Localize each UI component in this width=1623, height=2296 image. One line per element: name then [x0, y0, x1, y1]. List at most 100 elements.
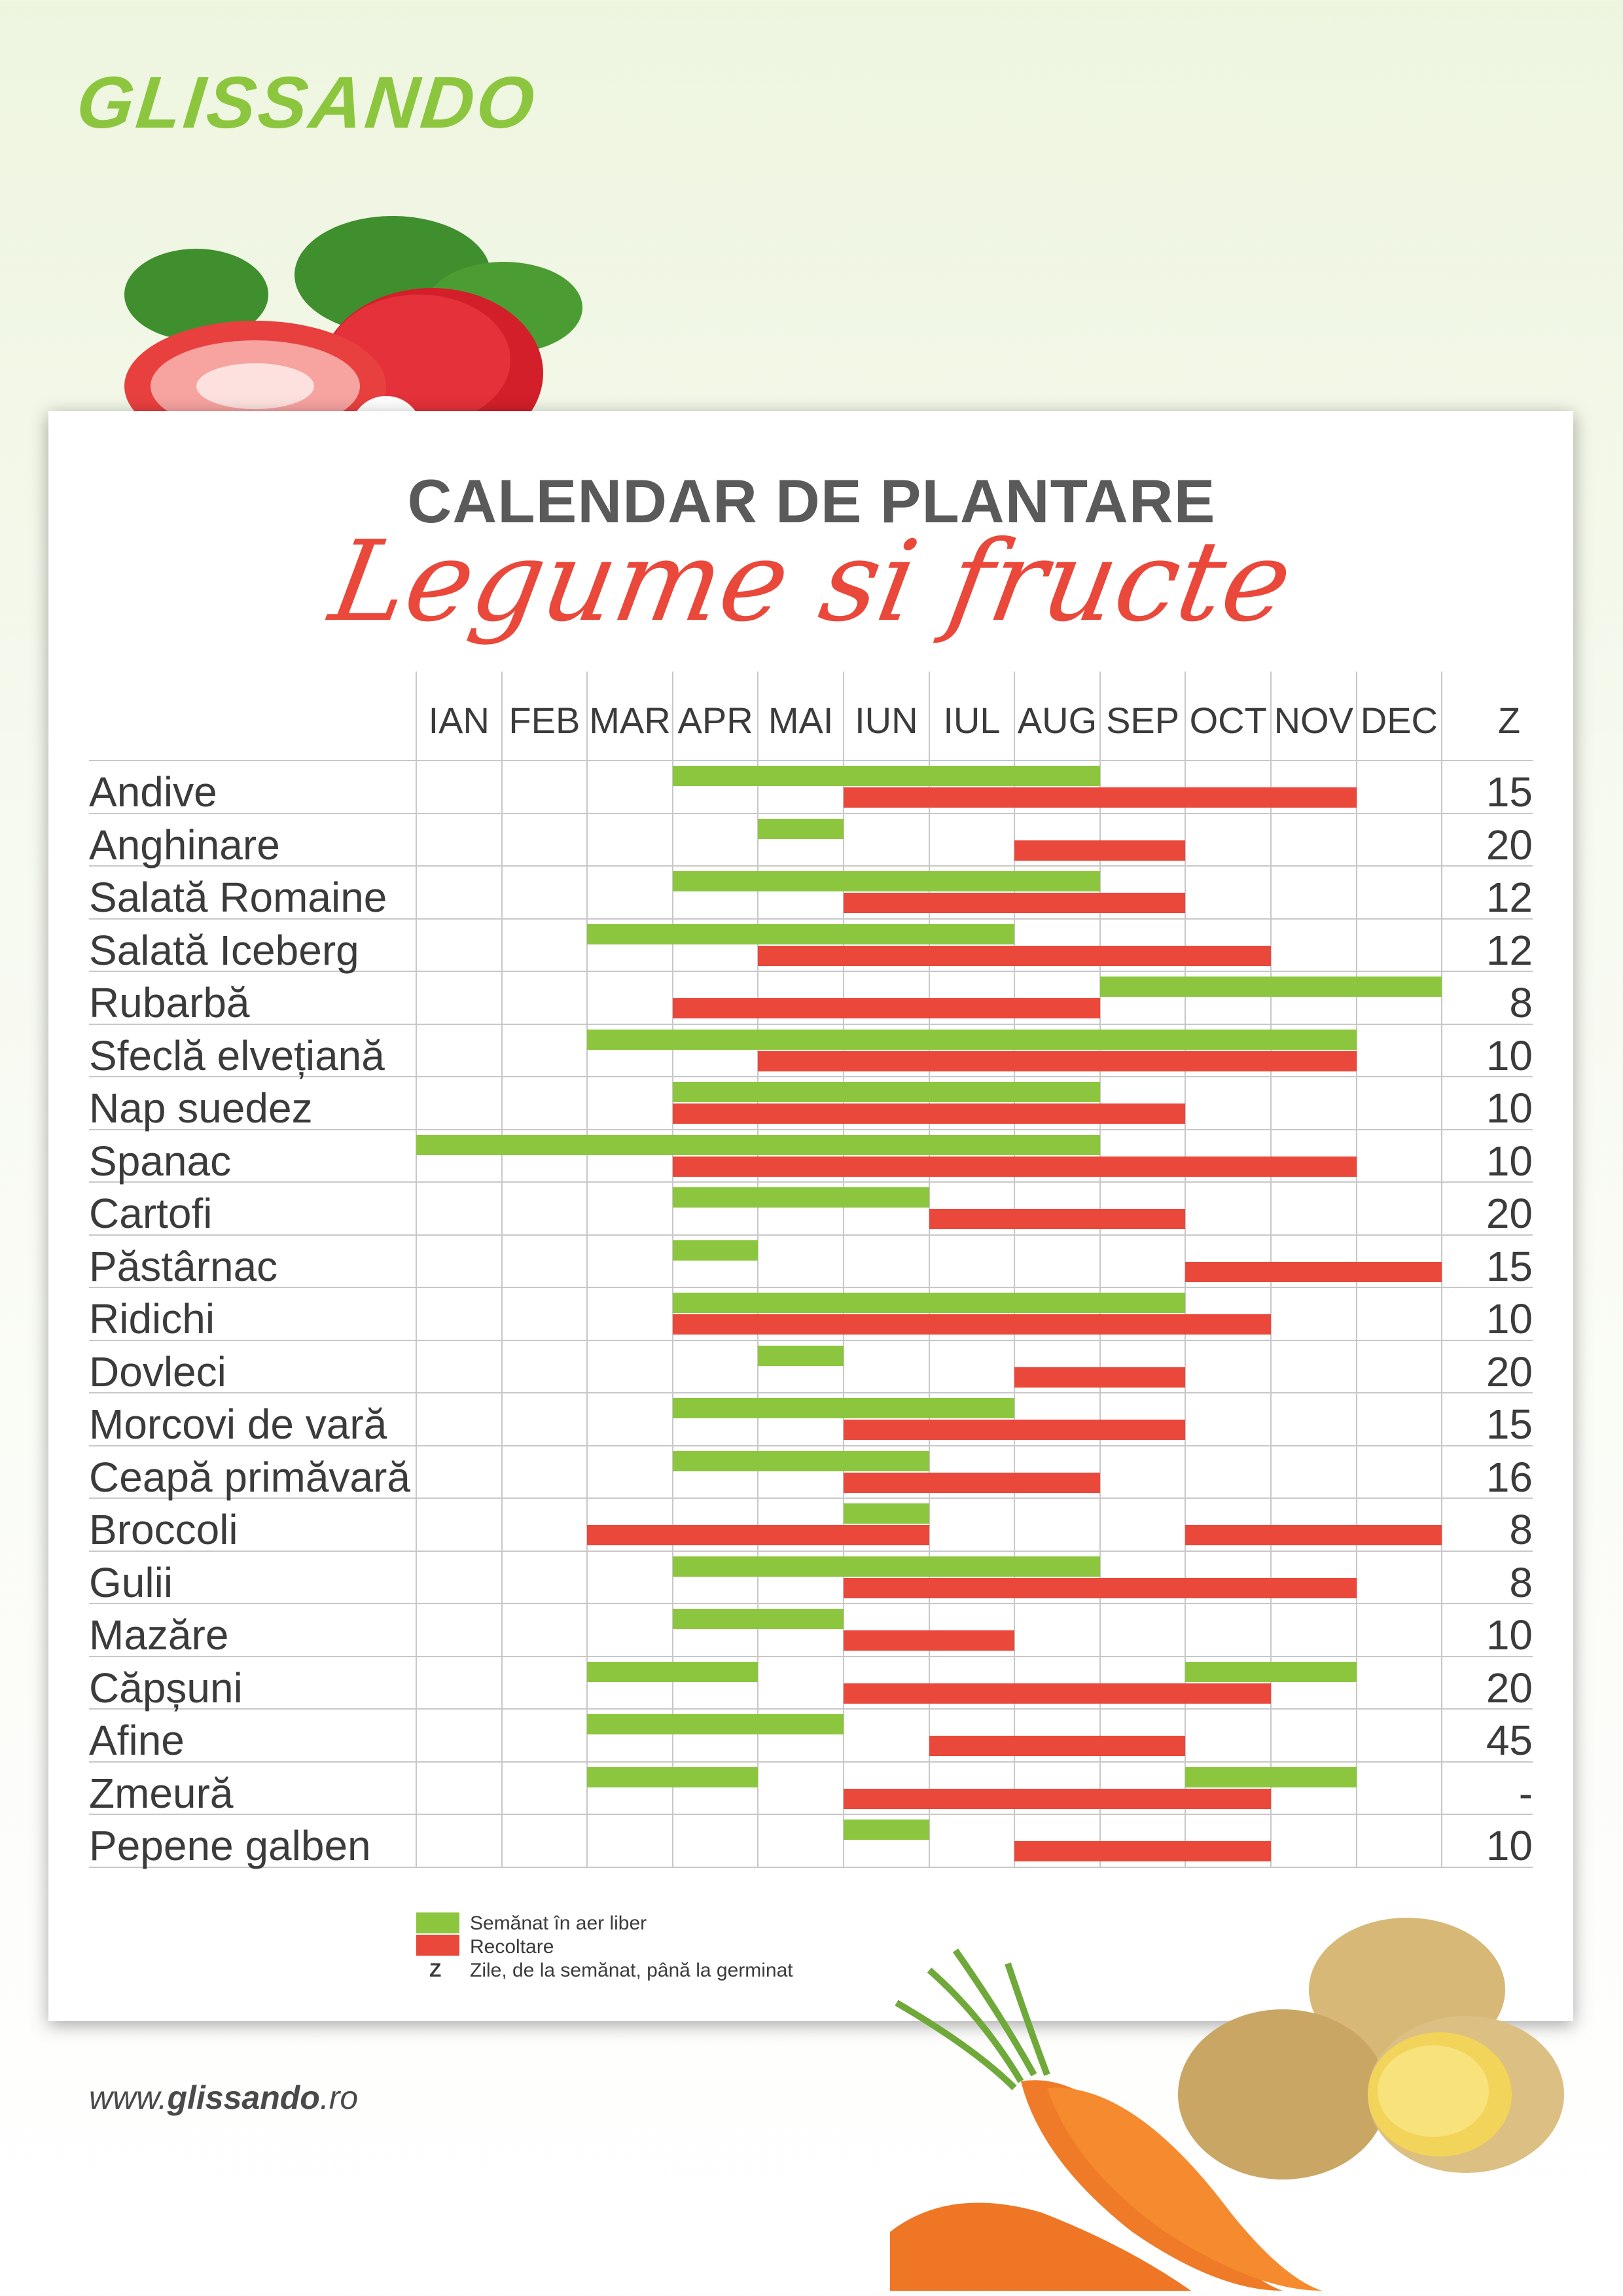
grid-column-line	[586, 672, 588, 1867]
calendar-card	[48, 411, 1573, 2021]
sow-bar	[587, 924, 1015, 944]
row-name: Dovleci	[89, 1348, 226, 1395]
row-name: Salată Iceberg	[89, 926, 359, 974]
carrot-image	[890, 1948, 1322, 2291]
row-z-value: 15	[1486, 768, 1533, 816]
page-title: CALENDAR DE PLANTARE	[407, 467, 1216, 535]
grid-column-line	[1099, 672, 1101, 1867]
sow-bar	[672, 1082, 1100, 1102]
row-name: Zmeură	[89, 1769, 234, 1817]
row-name: Rubarbă	[89, 979, 250, 1026]
z-column-header: Z	[1497, 700, 1521, 741]
harvest-bar	[672, 1314, 1271, 1335]
month-header-aug: AUG	[1017, 700, 1097, 741]
grid-row-line	[89, 760, 1533, 761]
grid-row-line	[89, 1234, 1533, 1236]
sow-bar	[672, 1187, 929, 1208]
row-z-value: 10	[1486, 1085, 1533, 1132]
row-z-value: 20	[1486, 821, 1533, 869]
harvest-bar	[844, 1472, 1100, 1493]
row-z-value: -	[1518, 1769, 1533, 1817]
grid-row-line	[89, 812, 1533, 814]
grid-column-line	[671, 672, 673, 1867]
row-z-value: 10	[1486, 1295, 1533, 1342]
harvest-bar	[844, 787, 1357, 808]
row-name: Păstârnac	[89, 1242, 278, 1290]
row-z-value: 20	[1486, 1190, 1533, 1237]
month-header-feb: FEB	[508, 700, 580, 741]
harvest-bar	[1185, 1261, 1442, 1282]
website-prefix: www.	[89, 2079, 168, 2116]
legend-harvest-swatch	[416, 1935, 459, 1956]
sow-bar	[416, 1134, 1100, 1155]
row-name: Andive	[89, 768, 217, 816]
legend-sow-label: Semănat în aer liber	[470, 1912, 647, 1934]
grid-row-line	[89, 865, 1533, 867]
sow-bar	[1099, 977, 1442, 997]
row-z-value: 15	[1486, 1242, 1533, 1290]
harvest-bar	[844, 893, 1186, 913]
row-name: Cartofi	[89, 1190, 213, 1237]
grid-column-line	[416, 672, 417, 1867]
grid-row-line	[89, 1603, 1533, 1604]
harvest-bar	[929, 1736, 1186, 1756]
month-header-sep: SEP	[1106, 700, 1180, 741]
grid-row-line	[89, 971, 1533, 972]
harvest-bar	[1014, 1841, 1271, 1861]
month-header-iun: IUN	[855, 700, 918, 741]
month-header-dec: DEC	[1360, 700, 1438, 741]
sow-bar	[672, 1240, 758, 1261]
grid-row-line	[89, 1339, 1533, 1341]
row-z-value: 12	[1486, 926, 1533, 974]
month-header-apr: APR	[677, 700, 753, 741]
row-name: Morcovi de vară	[89, 1401, 387, 1448]
row-z-value: 10	[1486, 1137, 1533, 1185]
harvest-bar	[844, 1577, 1357, 1598]
harvest-bar	[672, 1156, 1357, 1177]
website-link[interactable]: www.glissando.ro	[89, 2079, 358, 2117]
row-z-value: 20	[1486, 1664, 1533, 1712]
grid-row-line	[89, 1128, 1533, 1130]
row-z-value: 8	[1509, 1506, 1533, 1553]
harvest-bar	[1014, 1367, 1186, 1388]
sow-bar	[672, 1609, 844, 1629]
row-name: Spanac	[89, 1137, 232, 1185]
harvest-bar	[758, 945, 1271, 966]
month-header-ian: IAN	[428, 700, 490, 741]
harvest-bar	[758, 1050, 1357, 1071]
grid-column-line	[843, 672, 844, 1867]
row-z-value: 16	[1486, 1453, 1533, 1501]
grid-column-line	[757, 672, 759, 1867]
harvest-bar	[844, 1683, 1271, 1704]
sow-bar	[844, 1820, 929, 1840]
grid-row-line	[89, 918, 1533, 920]
harvest-bar	[844, 1630, 1015, 1651]
grid-row-line	[89, 1866, 1533, 1868]
harvest-bar	[1185, 1525, 1442, 1545]
legend-sow-swatch	[416, 1912, 459, 1933]
row-name: Sfeclă elvețiană	[89, 1031, 385, 1079]
row-name: Broccoli	[89, 1506, 238, 1553]
website-brand: glissando	[167, 2079, 320, 2116]
grid-row-line	[89, 1550, 1533, 1552]
sow-bar	[587, 1714, 844, 1734]
grid-row-line	[89, 1498, 1533, 1499]
row-name: Afine	[89, 1717, 185, 1764]
row-z-value: 10	[1486, 1031, 1533, 1079]
grid-row-line	[89, 1761, 1533, 1763]
sow-bar	[587, 1661, 758, 1682]
sow-bar	[672, 1398, 1015, 1418]
row-name: Nap suedez	[89, 1085, 313, 1132]
grid-column-line	[1014, 672, 1016, 1867]
harvest-bar	[1014, 840, 1186, 861]
row-name: Salată Romaine	[89, 874, 387, 921]
row-z-value: 45	[1486, 1717, 1533, 1764]
row-name: Anghinare	[89, 821, 280, 869]
grid-row-line	[89, 1287, 1533, 1288]
grid-column-line	[928, 672, 930, 1867]
legend-z-symbol: Z	[429, 1960, 442, 1981]
sow-bar	[587, 1767, 758, 1787]
month-header-iul: IUL	[943, 700, 1001, 741]
grid-row-line	[89, 1655, 1533, 1657]
page-subtitle: Legume si fructe	[321, 517, 1302, 647]
